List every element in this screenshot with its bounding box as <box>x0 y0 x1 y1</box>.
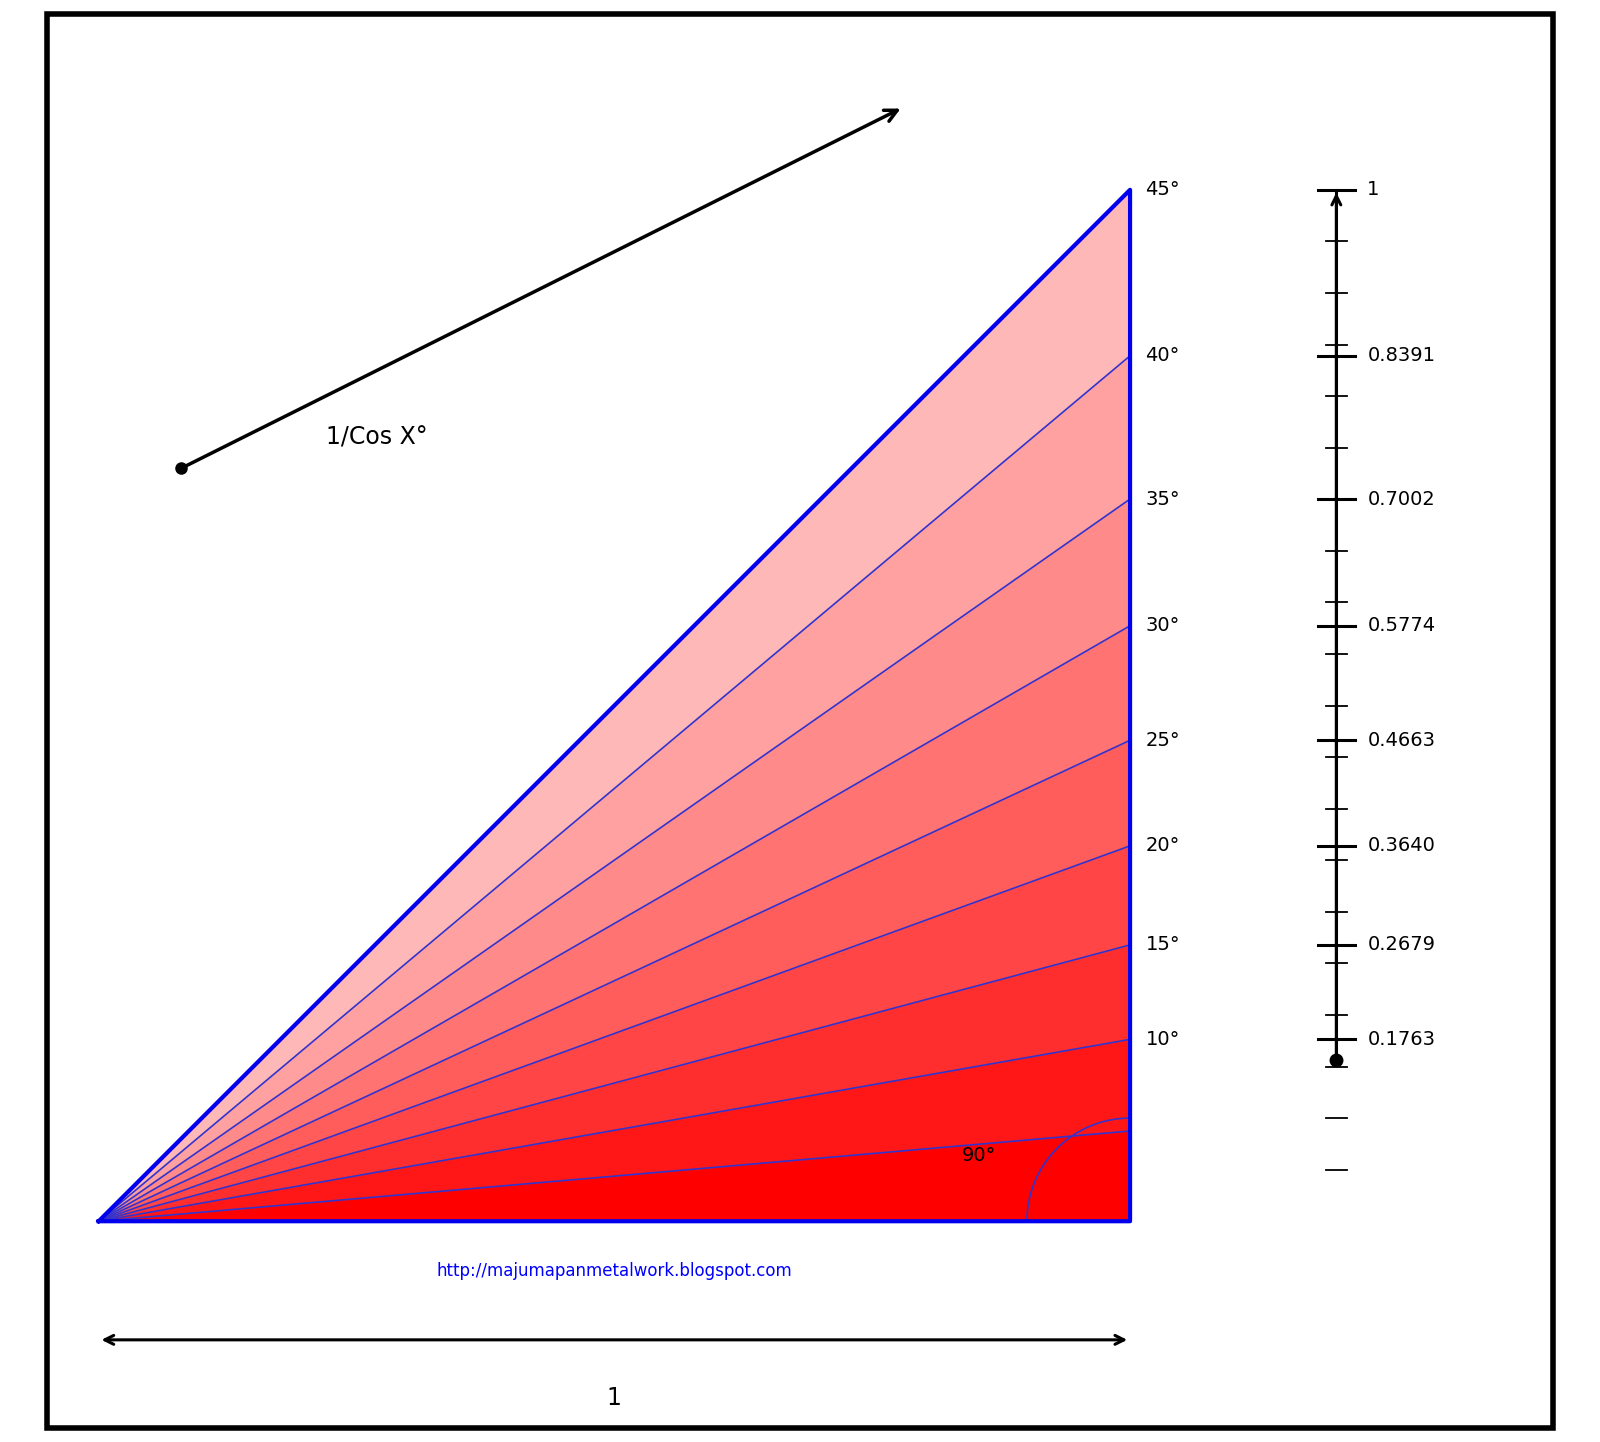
Text: 0.1763: 0.1763 <box>1368 1030 1435 1048</box>
Text: 0.2679: 0.2679 <box>1368 936 1435 955</box>
Text: 1/Cos X°: 1/Cos X° <box>325 425 427 450</box>
Text: 0.8391: 0.8391 <box>1368 346 1435 365</box>
Text: 30°: 30° <box>1146 616 1179 636</box>
Text: 90°: 90° <box>962 1145 995 1165</box>
Polygon shape <box>99 945 1130 1221</box>
Text: 15°: 15° <box>1146 936 1181 955</box>
Text: http://majumapanmetalwork.blogspot.com: http://majumapanmetalwork.blogspot.com <box>437 1263 792 1280</box>
Polygon shape <box>99 740 1130 1221</box>
Text: 0.4663: 0.4663 <box>1368 731 1435 750</box>
Text: 45°: 45° <box>1146 180 1181 199</box>
Text: 0.3640: 0.3640 <box>1368 836 1435 855</box>
Text: 0.7002: 0.7002 <box>1368 489 1435 509</box>
Text: 0.5774: 0.5774 <box>1368 616 1435 634</box>
Text: 1: 1 <box>1368 180 1379 199</box>
Text: 25°: 25° <box>1146 731 1181 750</box>
Text: 20°: 20° <box>1146 836 1179 855</box>
Polygon shape <box>99 1131 1130 1221</box>
Text: 1: 1 <box>606 1386 622 1410</box>
Polygon shape <box>99 499 1130 1221</box>
Polygon shape <box>99 846 1130 1221</box>
Polygon shape <box>99 190 1130 1221</box>
Polygon shape <box>99 356 1130 1221</box>
Text: 35°: 35° <box>1146 489 1181 509</box>
Polygon shape <box>99 1040 1130 1221</box>
Text: 40°: 40° <box>1146 346 1179 365</box>
Text: 10°: 10° <box>1146 1030 1179 1048</box>
Polygon shape <box>99 626 1130 1221</box>
